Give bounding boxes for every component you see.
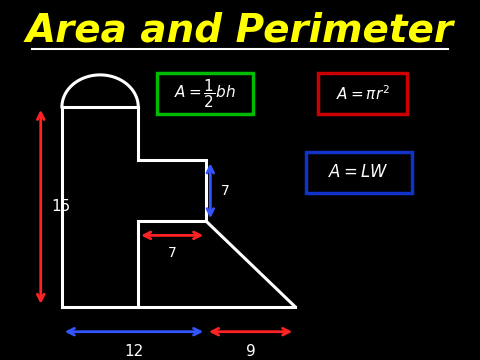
FancyBboxPatch shape	[157, 73, 252, 114]
FancyBboxPatch shape	[306, 152, 412, 193]
Text: 12: 12	[124, 344, 144, 359]
Text: $A = LW$: $A = LW$	[328, 163, 389, 181]
Text: 7: 7	[221, 184, 229, 198]
Text: 9: 9	[246, 344, 255, 359]
Text: $A = \dfrac{1}{2}bh$: $A = \dfrac{1}{2}bh$	[174, 77, 236, 110]
FancyBboxPatch shape	[318, 73, 408, 114]
Text: 7: 7	[168, 246, 177, 260]
Text: 15: 15	[51, 199, 71, 214]
Text: Area and Perimeter: Area and Perimeter	[26, 11, 454, 49]
Text: $A = \pi r^2$: $A = \pi r^2$	[336, 84, 390, 103]
